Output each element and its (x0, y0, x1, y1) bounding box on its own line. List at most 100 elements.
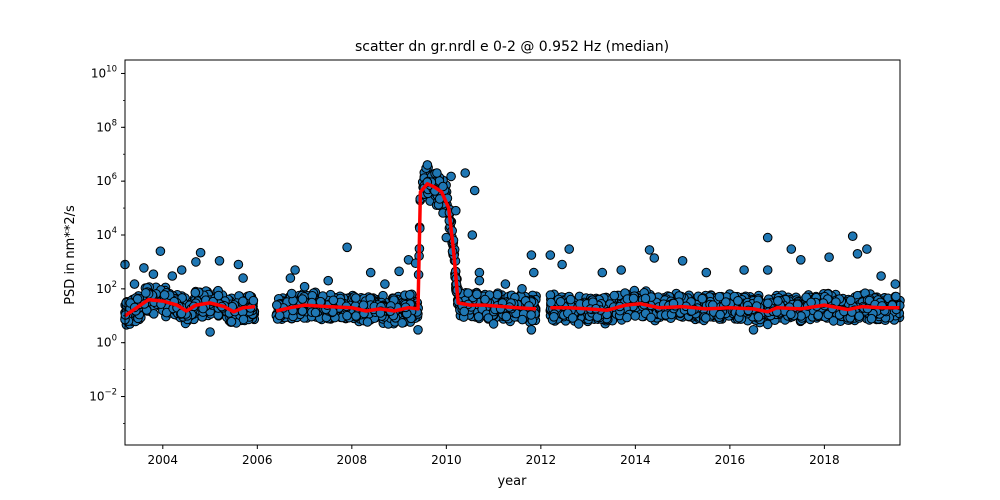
scatter-point (323, 275, 334, 286)
scatter-point (501, 311, 512, 322)
x-tick-label: 2010 (431, 453, 462, 467)
scatter-point (622, 312, 632, 323)
scatter-point (467, 230, 478, 240)
scatter-point (191, 257, 201, 267)
y-tick-label: 108 (96, 118, 117, 134)
scatter-point (473, 312, 484, 322)
scatter-point (549, 312, 559, 322)
scatter-point (701, 313, 711, 323)
scatter-point (460, 168, 471, 178)
scatter-point (365, 267, 376, 278)
scatter-point (715, 309, 726, 320)
scatter-point (828, 316, 839, 326)
scatter-point (565, 294, 576, 305)
scatter-point (763, 298, 773, 309)
x-tick-label: 2012 (526, 453, 557, 467)
scatter-point (500, 279, 511, 289)
scatter-point (762, 265, 773, 275)
scatter-point (272, 300, 282, 311)
scatter-point (214, 256, 225, 266)
scatter-point (786, 309, 796, 320)
scatter-point (285, 273, 296, 283)
scatter-point (564, 244, 575, 254)
scatter-point (644, 245, 655, 255)
scatter-point (480, 294, 490, 305)
y-tick-label: 104 (96, 226, 117, 242)
scatter-point (483, 313, 494, 323)
scatter-point (609, 290, 620, 301)
scatter-point (773, 296, 783, 306)
scatter-point (139, 263, 149, 273)
median-line-layer (124, 182, 900, 318)
scatter-point (213, 290, 224, 301)
scatter-point (413, 325, 423, 335)
scatter-point (891, 291, 901, 302)
y-tick-label: 106 (96, 172, 117, 188)
scatter-point (248, 295, 259, 306)
scatter-point (677, 256, 688, 266)
scatter-point (786, 244, 797, 254)
scatter-point (459, 306, 470, 317)
scatter-point (155, 246, 166, 256)
x-tick-label: 2018 (809, 453, 840, 467)
scatter-point (845, 295, 856, 306)
scatter-point (167, 271, 178, 281)
scatter-point (297, 306, 308, 316)
scatter-point (646, 312, 656, 323)
scatter-point (748, 325, 759, 335)
y-tick-label: 100 (96, 334, 117, 350)
scatter-point (238, 296, 248, 307)
scatter-point (526, 250, 537, 260)
scatter-point (813, 310, 824, 321)
scatter-point (762, 232, 773, 243)
y-axis: 10−2 100 102 104 106 108 1010 (89, 64, 125, 424)
scatter-point (141, 288, 151, 298)
x-tick-label: 2014 (620, 453, 651, 467)
scatter-point (753, 312, 764, 322)
scatter-point (733, 296, 743, 306)
scatter-point (190, 287, 201, 298)
scatter-point (529, 267, 539, 278)
scatter-point (351, 293, 361, 303)
scatter-point (290, 265, 300, 275)
scatter-point (567, 313, 578, 323)
scatter-point (640, 293, 651, 304)
scatter-point (739, 265, 749, 275)
scatter-point (159, 290, 170, 300)
scatter-point (488, 319, 499, 329)
scatter-point (422, 160, 433, 170)
scatter-point (195, 247, 206, 258)
scatter-point (438, 181, 448, 192)
scatter-point (824, 252, 834, 263)
scatter-point (526, 325, 537, 335)
scatter-point (362, 317, 373, 327)
y-tick-label: 1010 (91, 64, 117, 80)
scatter-point (546, 297, 556, 308)
scatter-point (297, 294, 308, 304)
scatter-point (233, 259, 244, 270)
scatter-point (446, 171, 456, 182)
scatter-point (796, 254, 806, 265)
scatter-point (441, 232, 452, 243)
scatter-point (492, 289, 503, 300)
plot-area (120, 160, 905, 337)
scatter-point (342, 310, 352, 321)
scatter-point (299, 281, 310, 292)
scatter-point (630, 311, 641, 321)
scatter-point (649, 253, 660, 263)
scatter-point (432, 168, 442, 178)
scatter-point (286, 288, 297, 299)
scatter-point (238, 273, 248, 283)
scatter-point (597, 267, 608, 278)
scatter-point (616, 265, 627, 275)
scatter-point (472, 289, 482, 300)
scatter-point (714, 291, 725, 302)
scatter-point (847, 231, 858, 241)
scatter-point (380, 279, 390, 289)
scatter-point (132, 294, 143, 304)
scatter-point (226, 316, 237, 327)
scatter-point-layer (120, 160, 901, 337)
scatter-point (310, 307, 321, 318)
scatter-point (394, 266, 404, 277)
scatter-point (148, 269, 159, 280)
